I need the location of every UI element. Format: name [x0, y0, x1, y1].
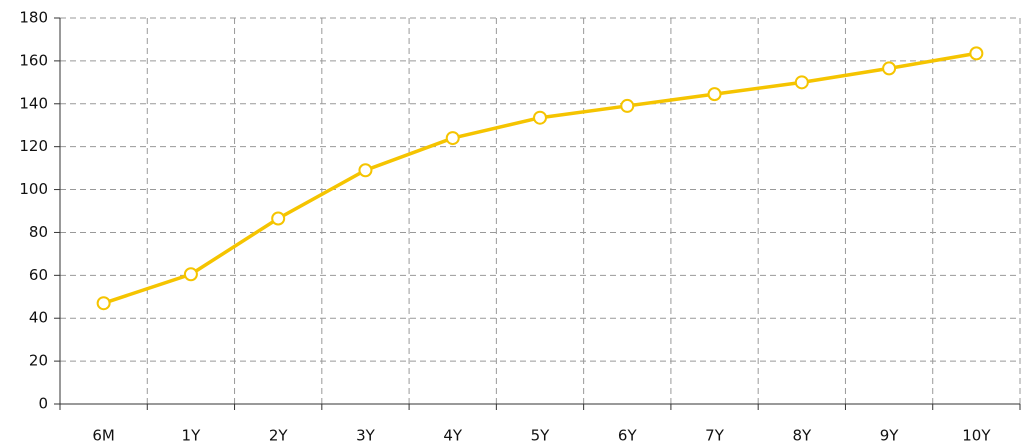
x-tick-label: 10Y: [962, 427, 991, 445]
x-tick-label: 6M: [92, 427, 115, 445]
point-marker: [445, 131, 460, 146]
point-marker: [620, 98, 635, 113]
point-marker: [96, 296, 111, 311]
y-tick-label: 80: [29, 223, 48, 241]
y-tick-label: 0: [38, 395, 48, 413]
x-tick-label: 9Y: [880, 427, 900, 445]
point-marker: [794, 75, 809, 90]
point-marker: [358, 163, 373, 178]
y-tick-label: 60: [29, 266, 48, 284]
point-marker: [707, 87, 722, 102]
y-tick-label: 100: [19, 180, 48, 198]
x-tick-label: 8Y: [792, 427, 812, 445]
point-marker: [969, 46, 984, 61]
x-tick-label: 3Y: [356, 427, 376, 445]
y-tick-label: 120: [19, 137, 48, 155]
point-marker: [882, 61, 897, 76]
point-marker: [533, 110, 547, 125]
x-tick-label: 4Y: [443, 427, 463, 445]
y-tick-label: 140: [19, 94, 48, 112]
point-marker: [271, 211, 286, 226]
y-tick-label: 20: [29, 352, 48, 370]
x-tick-label: 2Y: [269, 427, 289, 445]
point-marker: [183, 267, 198, 282]
x-tick-label: 6Y: [618, 427, 638, 445]
y-tick-label: 160: [19, 51, 48, 69]
x-tick-label: 1Y: [182, 427, 202, 445]
x-tick-label: 5Y: [531, 427, 551, 445]
y-tick-label: 180: [19, 9, 48, 27]
x-tick-label: 7Y: [705, 427, 725, 445]
y-tick-label: 40: [29, 309, 48, 327]
